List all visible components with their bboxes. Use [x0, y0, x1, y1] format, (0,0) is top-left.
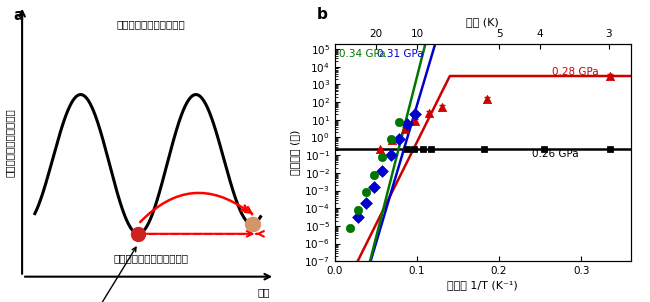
Point: [352, 207, 363, 212]
Point: [410, 118, 421, 123]
Y-axis label: 緩和時間 (秒): 緩和時間 (秒): [290, 130, 300, 175]
Point: [387, 138, 397, 143]
Point: [424, 110, 434, 115]
Point: [369, 172, 380, 177]
Text: 0.28 GPa: 0.28 GPa: [552, 67, 599, 77]
Point: [436, 105, 447, 110]
Text: 位置: 位置: [257, 287, 270, 297]
X-axis label: 逆温度 1/T (K⁻¹): 逆温度 1/T (K⁻¹): [447, 280, 518, 290]
Text: 0.34 GPa: 0.34 GPa: [339, 50, 385, 59]
Text: モデル化された
強誘電ドメイン壁: モデル化された 強誘電ドメイン壁: [35, 247, 136, 302]
Point: [604, 74, 615, 79]
Point: [479, 147, 489, 152]
Point: [377, 154, 387, 159]
Point: [369, 185, 380, 190]
Point: [482, 97, 492, 101]
Point: [361, 190, 371, 195]
Point: [417, 147, 428, 152]
Text: 0.26 GPa: 0.26 GPa: [532, 149, 578, 159]
Point: [344, 225, 355, 230]
Point: [385, 137, 396, 142]
Point: [410, 147, 420, 152]
Point: [352, 215, 363, 220]
Point: [399, 127, 410, 131]
Point: [402, 147, 412, 152]
Text: 0.31 GPa: 0.31 GPa: [378, 50, 424, 59]
Point: [539, 147, 549, 152]
X-axis label: 温度 (K): 温度 (K): [466, 17, 499, 27]
Text: a: a: [14, 8, 24, 23]
Text: 量子搖らぎに基づいた運動: 量子搖らぎに基づいた運動: [114, 253, 188, 263]
Point: [375, 147, 385, 152]
Point: [394, 119, 404, 124]
Point: [394, 137, 404, 142]
Text: ポテンシャルエネルギー: ポテンシャルエネルギー: [5, 108, 15, 177]
Point: [426, 147, 436, 152]
Point: [377, 169, 387, 174]
Point: [604, 147, 615, 152]
Point: [402, 121, 412, 126]
Point: [361, 201, 371, 205]
Text: 熱搖らぎに基づいた運動: 熱搖らぎに基づいた運動: [117, 20, 186, 30]
Point: [385, 153, 396, 158]
Text: b: b: [317, 7, 328, 22]
Point: [410, 112, 421, 117]
